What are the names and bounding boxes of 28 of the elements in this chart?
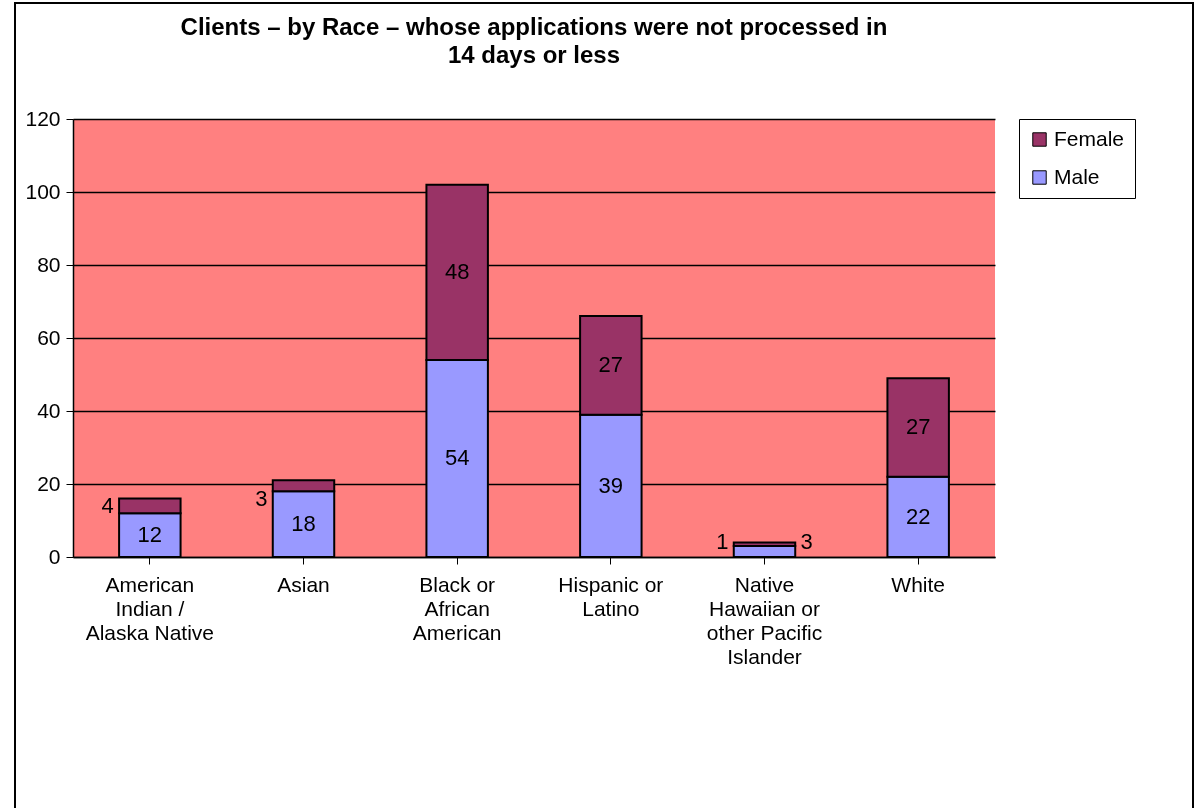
data-label: 12 xyxy=(137,522,163,548)
legend-label: Female xyxy=(1054,126,1125,150)
data-label: 1 xyxy=(716,529,729,554)
y-tick-label: 100 xyxy=(25,179,61,203)
x-tick-label: American Indian / Alaska Native xyxy=(85,572,215,644)
data-label: 3 xyxy=(800,529,813,554)
data-label: 27 xyxy=(598,352,624,378)
y-tick-label: 0 xyxy=(48,544,61,568)
chart-title: Clients – by Race – whose applications were not processed in 14 days or less xyxy=(180,13,888,68)
data-label: 54 xyxy=(444,445,470,471)
x-tick-label: Black or African American xyxy=(412,572,502,644)
y-tick-label: 60 xyxy=(37,325,61,349)
y-tick-label: 40 xyxy=(37,398,61,422)
x-tick-label: White xyxy=(891,572,946,596)
x-tick-label: Native Hawaiian or other Pacific Islander xyxy=(706,572,823,668)
y-tick-label: 20 xyxy=(37,471,61,495)
data-label: 27 xyxy=(905,414,931,440)
y-tick-label: 120 xyxy=(25,106,61,130)
legend-label: Male xyxy=(1054,164,1100,188)
data-label: 18 xyxy=(291,511,316,537)
data-label: 39 xyxy=(598,472,624,498)
data-label: 22 xyxy=(905,503,931,529)
data-label: 3 xyxy=(255,486,268,511)
y-tick-label: 80 xyxy=(37,252,61,276)
x-tick-label: Hispanic or Latino xyxy=(558,572,664,620)
data-label: 48 xyxy=(444,259,470,285)
x-tick-label: Asian xyxy=(277,572,330,596)
data-label: 4 xyxy=(101,492,114,518)
